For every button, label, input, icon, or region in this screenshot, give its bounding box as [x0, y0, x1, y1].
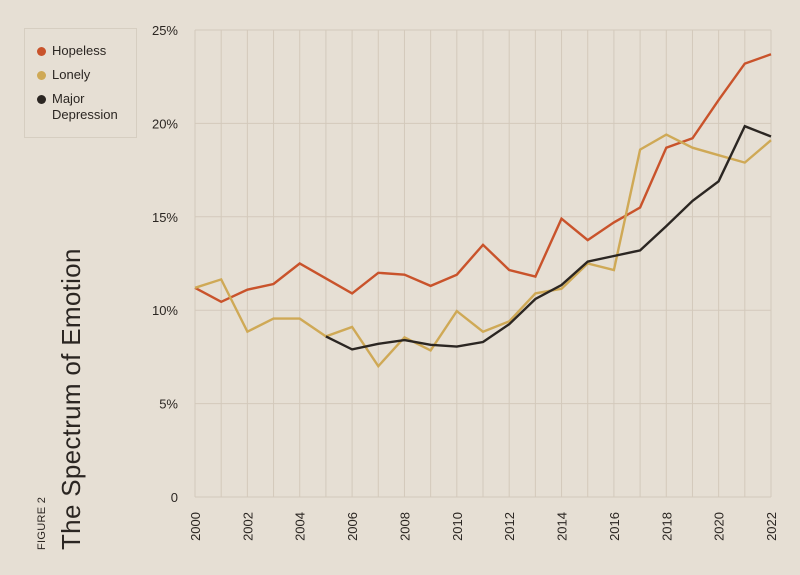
x-tick-label: 2016 — [607, 512, 622, 541]
legend-item-major-depression: Major Depression — [37, 91, 132, 123]
series-line-lonely — [194, 133, 772, 369]
y-tick-label: 10% — [152, 303, 178, 318]
series-line-major-depression — [325, 124, 772, 351]
x-tick-label: 2022 — [764, 512, 779, 541]
x-tick-label: 2018 — [659, 512, 674, 541]
x-tick-label: 2010 — [450, 512, 465, 541]
series-line-hopeless — [194, 53, 772, 304]
vertical-gridlines — [194, 30, 772, 497]
x-tick-label: 2020 — [712, 512, 727, 541]
legend-dot-hopeless-icon — [37, 47, 46, 56]
x-tick-label: 2002 — [240, 512, 255, 541]
y-tick-label: 0 — [171, 490, 178, 505]
x-axis-ticks: 2000 2002 2004 2006 2008 2010 2012 2014 2016 2018… — [188, 512, 779, 541]
y-tick-label: 15% — [152, 210, 178, 225]
y-tick-label: 5% — [159, 397, 178, 412]
x-tick-label: 2012 — [502, 512, 517, 541]
legend-label: Hopeless — [52, 43, 107, 58]
legend-label: Major Depression — [52, 91, 118, 122]
legend-dot-major-depression-icon — [37, 95, 46, 104]
y-tick-label: 20% — [152, 116, 178, 131]
legend: Hopeless Lonely Major Depression — [24, 28, 137, 138]
x-tick-label: 2006 — [345, 512, 360, 541]
y-axis-ticks: 0 5% 10% 15% 20% 25% — [152, 23, 178, 505]
x-tick-label: 2008 — [397, 512, 412, 541]
legend-label: Lonely — [52, 67, 91, 82]
y-tick-label: 25% — [152, 23, 178, 38]
legend-dot-lonely-icon — [37, 71, 46, 80]
series-lines — [194, 53, 772, 369]
legend-item-hopeless: Hopeless — [37, 43, 132, 59]
x-tick-label: 2004 — [293, 512, 308, 541]
x-tick-label: 2000 — [188, 512, 203, 541]
figure-title: The Spectrum of Emotion — [56, 248, 86, 550]
x-tick-label: 2014 — [555, 512, 570, 541]
figure-label: FIGURE 2 — [36, 496, 48, 550]
legend-item-lonely: Lonely — [37, 67, 132, 83]
